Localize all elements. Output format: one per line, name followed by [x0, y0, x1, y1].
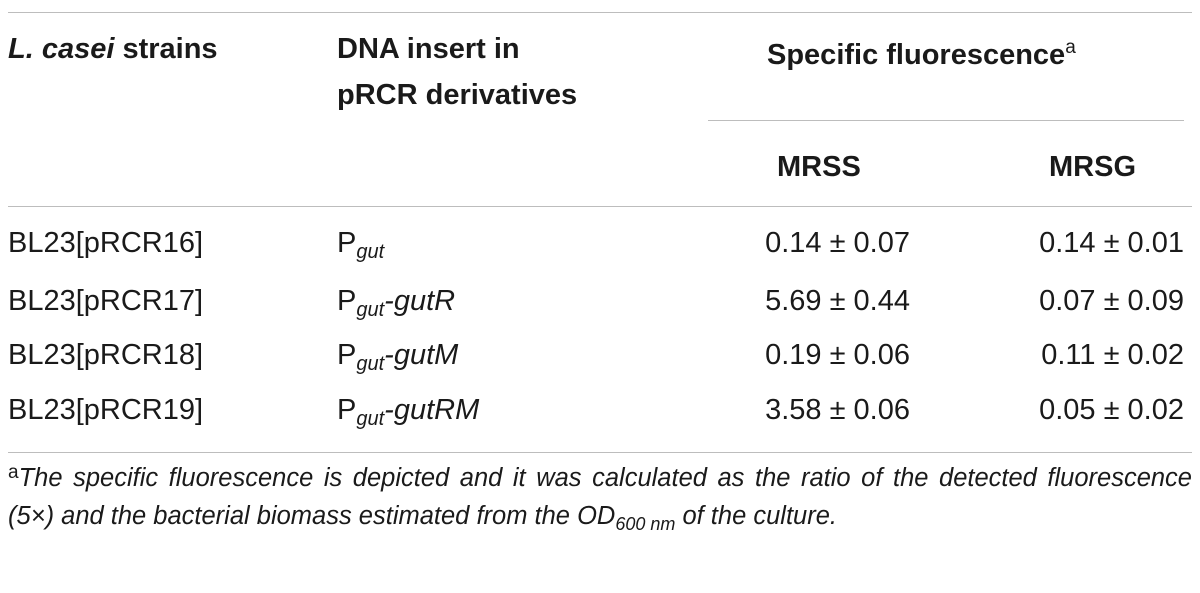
cell-strain: BL23[pRCR19]	[8, 394, 204, 426]
cell-mrsg: 0.11 ± 0.02	[1041, 339, 1184, 371]
cell-insert: Pgut	[337, 227, 385, 263]
cell-insert: Pgut-gutR	[337, 285, 456, 321]
cell-mrsg: 0.05 ± 0.02	[1039, 394, 1184, 426]
cell-mrss: 5.69 ± 0.44	[765, 285, 910, 317]
cell-mrss: 3.58 ± 0.06	[765, 394, 910, 426]
header-col-mrsg: MRSG	[1049, 151, 1136, 183]
header-specific-fluorescence: Specific fluorescencea	[767, 37, 1076, 71]
header-col-mrss: MRSS	[777, 151, 861, 183]
cell-mrss: 0.14 ± 0.07	[765, 227, 910, 259]
table-top-rule	[8, 12, 1192, 13]
footnote-marker: a	[1065, 37, 1076, 58]
cell-strain: BL23[pRCR16]	[8, 227, 204, 259]
header-insert-line1: DNA insert in	[337, 33, 520, 65]
header-strains: L. casei strains	[8, 33, 218, 65]
header-bottom-rule	[8, 206, 1192, 207]
header-subrule	[708, 120, 1184, 121]
cell-strain: BL23[pRCR18]	[8, 339, 204, 371]
footnote-marker: a	[8, 462, 19, 483]
cell-insert: Pgut-gutRM	[337, 394, 480, 430]
species-name: L. casei	[8, 33, 115, 65]
table-bottom-rule	[8, 452, 1192, 453]
cell-mrsg: 0.14 ± 0.01	[1039, 227, 1184, 259]
header-insert-line2: pRCR derivatives	[337, 79, 578, 111]
cell-strain: BL23[pRCR17]	[8, 285, 204, 317]
cell-mrsg: 0.07 ± 0.09	[1039, 285, 1184, 317]
table-footnote: aThe specific fluorescence is depicted a…	[8, 462, 1192, 534]
cell-insert: Pgut-gutM	[337, 339, 459, 375]
cell-mrss: 0.19 ± 0.06	[765, 339, 910, 371]
